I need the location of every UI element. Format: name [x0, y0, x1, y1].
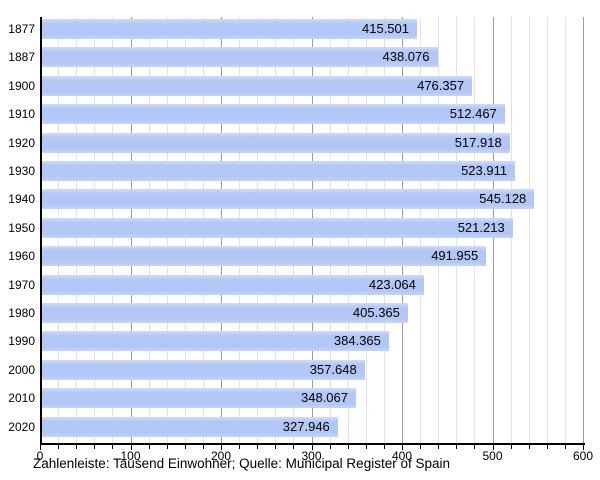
- x-tick-minor: [275, 445, 277, 449]
- bar-value-label: 476.357: [417, 77, 465, 93]
- bar-1970: 423.064: [41, 274, 424, 295]
- y-tick-label-1940: 1940: [8, 192, 35, 207]
- bar-value-label: 415.501: [362, 21, 409, 36]
- bar-value-label: 327.946: [282, 418, 330, 434]
- bar-value-label: 521.213: [457, 219, 505, 235]
- x-tick-minor: [510, 445, 512, 449]
- x-tick-major: [40, 445, 41, 450]
- bar-2020: 327.946: [41, 416, 338, 437]
- x-tick-minor: [365, 445, 367, 449]
- x-tick-minor: [329, 445, 331, 449]
- x-tick-label-500: 500: [482, 449, 503, 463]
- bar-1950: 521.213: [41, 217, 513, 238]
- x-tick-major: [402, 445, 403, 450]
- bar-value-label: 357.648: [309, 361, 357, 377]
- gridline-minor: [528, 17, 530, 443]
- x-tick-minor: [94, 445, 96, 449]
- chart-caption: Zahlenleiste: Tausend Einwohner; Quelle:…: [33, 456, 450, 471]
- bar-value-label: 384.365: [333, 333, 381, 349]
- x-tick-major: [492, 445, 494, 450]
- gridline-minor: [546, 17, 548, 443]
- bar-value-label: 512.467: [449, 106, 497, 122]
- y-tick-label-1930: 1930: [8, 164, 35, 178]
- y-tick-label-1980: 1980: [8, 306, 35, 320]
- y-tick-label-1920: 1920: [8, 135, 35, 150]
- bar-1900: 476.357: [41, 75, 473, 96]
- bar-1877: 415.501: [41, 19, 417, 39]
- x-tick-minor: [546, 445, 548, 449]
- y-tick-label-2020: 2020: [8, 419, 35, 434]
- x-tick-minor: [58, 445, 60, 449]
- x-tick-major: [583, 445, 584, 450]
- bar-1990: 384.365: [41, 331, 389, 352]
- x-tick-minor: [347, 445, 349, 449]
- x-tick-minor: [184, 445, 186, 449]
- bar-1940: 545.128: [41, 189, 535, 210]
- x-tick-minor: [383, 445, 385, 449]
- y-tick-label-1910: 1910: [8, 107, 35, 122]
- x-tick-minor: [202, 445, 204, 449]
- bar-1930: 523.911: [41, 161, 516, 181]
- x-tick-label-100: 100: [120, 449, 141, 463]
- x-tick-label-400: 400: [391, 449, 413, 463]
- x-tick-label-300: 300: [301, 449, 322, 463]
- x-tick-minor: [166, 445, 168, 449]
- x-tick-major: [311, 445, 313, 450]
- x-tick-minor: [257, 445, 259, 449]
- bar-value-label: 523.911: [461, 163, 508, 178]
- x-tick-major: [221, 445, 222, 450]
- x-tick-label-0: 0: [36, 449, 44, 463]
- x-tick-minor: [148, 445, 150, 449]
- y-axis-line: [40, 17, 42, 445]
- x-axis-line: [40, 443, 585, 445]
- gridline-major: [583, 17, 584, 443]
- x-tick-label-600: 600: [572, 449, 594, 463]
- x-tick-minor: [420, 445, 422, 449]
- x-tick-minor: [456, 445, 458, 449]
- y-tick-label-1950: 1950: [8, 220, 35, 235]
- bar-value-label: 517.918: [454, 134, 502, 150]
- x-tick-major: [130, 445, 132, 450]
- x-tick-label-200: 200: [210, 449, 232, 463]
- x-tick-minor: [293, 445, 295, 449]
- x-tick-minor: [438, 445, 440, 449]
- bar-1960: 491.955: [41, 246, 487, 267]
- x-tick-minor: [76, 445, 78, 449]
- y-tick-label-1887: 1887: [8, 50, 35, 65]
- bar-1980: 405.365: [41, 303, 408, 323]
- x-tick-minor: [239, 445, 241, 449]
- bar-value-label: 545.128: [479, 191, 527, 207]
- x-tick-minor: [528, 445, 530, 449]
- y-tick-label-2000: 2000: [8, 362, 35, 377]
- gridline-minor: [564, 17, 566, 443]
- y-tick-label-1970: 1970: [8, 277, 35, 292]
- bar-1920: 517.918: [41, 132, 510, 153]
- y-tick-label-1990: 1990: [8, 334, 35, 349]
- bar-1910: 512.467: [41, 104, 505, 125]
- bar-2000: 357.648: [41, 359, 365, 380]
- x-tick-minor: [564, 445, 566, 449]
- bar-value-label: 438.076: [382, 49, 430, 65]
- y-tick-label-1877: 1877: [8, 22, 35, 36]
- bar-2010: 348.067: [41, 388, 356, 409]
- y-tick-label-1900: 1900: [8, 78, 35, 93]
- bar-value-label: 405.365: [352, 305, 400, 320]
- bar-value-label: 491.955: [431, 248, 479, 264]
- y-tick-label-2010: 2010: [8, 391, 35, 406]
- bar-value-label: 348.067: [301, 390, 348, 406]
- y-tick-label-1960: 1960: [8, 249, 35, 264]
- bar-1887: 438.076: [41, 47, 438, 68]
- x-tick-minor: [112, 445, 114, 449]
- x-tick-minor: [474, 445, 476, 449]
- bar-value-label: 423.064: [368, 276, 416, 292]
